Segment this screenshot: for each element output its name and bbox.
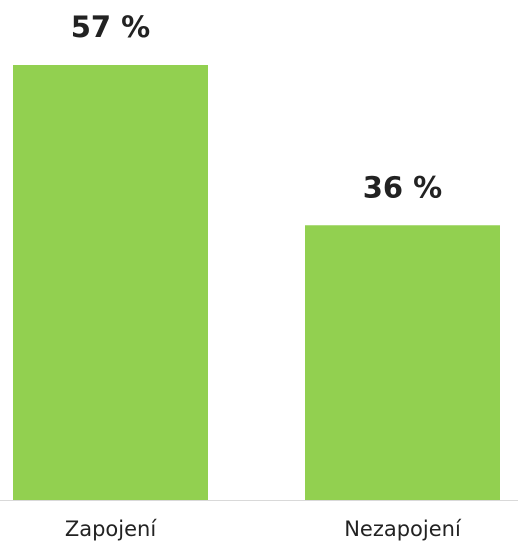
value-label: 57 %	[71, 10, 151, 44]
bar	[13, 65, 208, 500]
value-label: 36 %	[363, 170, 443, 204]
bar	[305, 225, 500, 500]
x-tick-label: Nezapojení	[344, 517, 462, 541]
x-tick-label: Zapojení	[65, 517, 157, 541]
